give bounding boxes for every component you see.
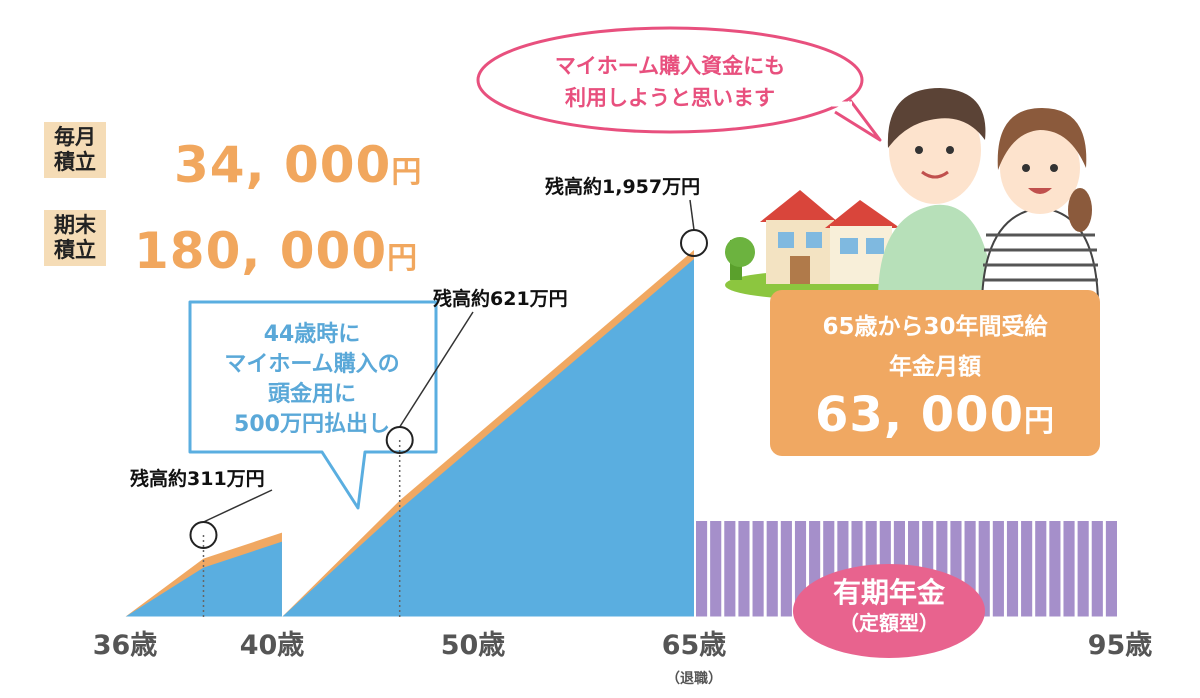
pension-info-line1: 65歳から30年間受給 bbox=[822, 314, 1048, 340]
x-tick-label: 50歳 bbox=[440, 630, 506, 661]
retirement-note: （退職） bbox=[666, 671, 722, 687]
withdrawal-line1: 44歳時に bbox=[263, 322, 361, 347]
term-end-amount-unit: 円 bbox=[387, 241, 419, 276]
pension-bar bbox=[1035, 521, 1047, 617]
marker-leader-line bbox=[203, 489, 273, 523]
pension-bar bbox=[950, 521, 962, 617]
house-illustration bbox=[725, 190, 900, 299]
pension-amount-unit: 円 bbox=[1023, 404, 1055, 439]
x-tick-label: 95歳 bbox=[1087, 630, 1153, 661]
pension-bar bbox=[809, 521, 821, 617]
pension-bar bbox=[1021, 521, 1033, 617]
x-tick-label: 40歳 bbox=[239, 630, 305, 661]
pension-type-badge: 有期年金 （定額型） bbox=[793, 564, 985, 658]
pension-bar bbox=[710, 521, 722, 617]
pension-bar bbox=[992, 521, 1004, 617]
balance-label-50: 残高約621万円 bbox=[433, 288, 568, 310]
balance-area-2 bbox=[281, 259, 694, 617]
balance-area-1 bbox=[125, 541, 282, 617]
monthly-amount-unit: 円 bbox=[391, 155, 423, 190]
pension-bar bbox=[1105, 521, 1117, 617]
pension-bar bbox=[1049, 521, 1061, 617]
pension-bar bbox=[752, 521, 764, 617]
pension-info-line2: 年金月額 bbox=[889, 354, 981, 380]
pension-bar bbox=[780, 521, 792, 617]
balance-label-65: 残高約1,957万円 bbox=[545, 176, 701, 198]
balance-label-40: 残高約311万円 bbox=[130, 468, 265, 490]
withdrawal-line2: マイホーム購入の bbox=[224, 352, 400, 377]
pension-bar bbox=[1091, 521, 1103, 617]
monthly-tag-line1: 毎月 bbox=[54, 125, 96, 149]
pension-amount-value: 63, 000 bbox=[815, 387, 1024, 443]
balance-marker-circle bbox=[680, 229, 708, 257]
monthly-tag-line2: 積立 bbox=[54, 150, 96, 174]
chart-plot-area bbox=[125, 199, 1120, 618]
speech-line1: マイホーム購入資金にも bbox=[554, 54, 786, 78]
withdrawal-line4: 500万円払出し bbox=[234, 412, 390, 437]
pension-bar bbox=[1063, 521, 1075, 617]
pension-info-box: 65歳から30年間受給 年金月額 63, 000円 bbox=[770, 290, 1100, 456]
pension-badge-line1: 有期年金 bbox=[832, 576, 945, 609]
pension-bar bbox=[724, 521, 736, 617]
speech-bubble bbox=[476, 26, 882, 142]
term-end-amount: 180, 000円 bbox=[134, 226, 418, 276]
term-end-tag-line2: 積立 bbox=[54, 238, 96, 262]
balance-marker-circle bbox=[385, 426, 414, 454]
pension-badge-line2: （定額型） bbox=[839, 611, 939, 635]
pension-bar bbox=[964, 521, 976, 617]
monthly-amount-value: 34, 000 bbox=[174, 136, 392, 194]
speech-line2: 利用しようと思います bbox=[565, 86, 775, 110]
withdrawal-line3: 頭金用に bbox=[267, 382, 356, 407]
pension-bar bbox=[696, 521, 708, 617]
pension-bar bbox=[823, 521, 835, 617]
speech-text: マイホーム購入資金にも 利用しようと思います bbox=[500, 50, 840, 114]
withdrawal-note-text: 44歳時に マイホーム購入の 頭金用に 500万円払出し bbox=[192, 320, 432, 440]
x-tick-label: 65歳 bbox=[661, 630, 727, 661]
balance-marker-circle bbox=[189, 521, 218, 549]
monthly-tag: 毎月 積立 bbox=[44, 122, 106, 178]
pension-bar bbox=[738, 521, 750, 617]
woman-illustration bbox=[980, 108, 1100, 301]
term-end-tag-line1: 期末 bbox=[54, 213, 96, 237]
pension-bar bbox=[766, 521, 778, 617]
pension-bar bbox=[1077, 521, 1089, 617]
pension-bar bbox=[978, 521, 990, 617]
withdrawal-note-box bbox=[188, 300, 438, 510]
marker-leader-line bbox=[689, 199, 695, 231]
pension-info-amount: 63, 000円 bbox=[770, 388, 1100, 449]
term-end-tag: 期末 積立 bbox=[44, 210, 106, 266]
marker-leader-line bbox=[399, 311, 474, 428]
man-illustration bbox=[878, 88, 995, 300]
term-end-amount-value: 180, 000 bbox=[134, 222, 388, 280]
pension-bar bbox=[936, 521, 948, 617]
x-tick-label: 36歳 bbox=[92, 630, 158, 661]
pension-bar bbox=[794, 521, 807, 617]
pension-bar bbox=[1006, 521, 1019, 617]
monthly-amount: 34, 000円 bbox=[174, 140, 422, 190]
